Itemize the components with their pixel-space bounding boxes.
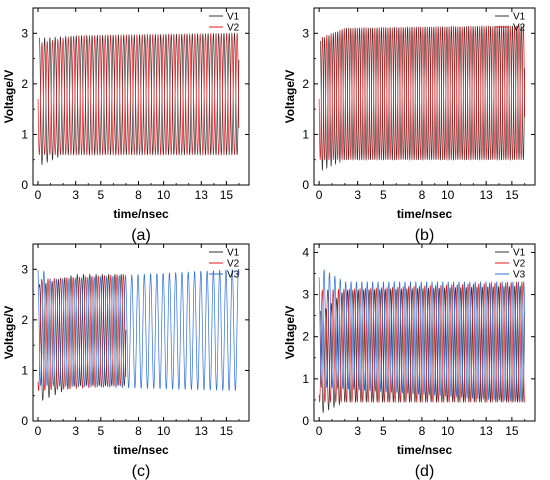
x-tick-label: 0 bbox=[316, 424, 323, 438]
x-tick-label: 10 bbox=[441, 424, 455, 438]
plot-frame bbox=[32, 243, 250, 422]
y-axis-title: Voltage/V bbox=[283, 306, 297, 360]
x-tick-label: 15 bbox=[220, 424, 234, 438]
y-tick-label: 2 bbox=[21, 313, 28, 327]
x-tick-label: 3 bbox=[354, 424, 361, 438]
x-tick-label: 0 bbox=[35, 188, 42, 202]
x-tick-label: 13 bbox=[195, 188, 209, 202]
legend-label-v2: V2 bbox=[513, 259, 526, 270]
x-tick-label: 5 bbox=[97, 424, 104, 438]
x-tick-label: 15 bbox=[505, 188, 519, 202]
legend-label-v3: V3 bbox=[227, 270, 240, 281]
y-tick-label: 2 bbox=[21, 77, 28, 91]
legend-label-v2: V2 bbox=[513, 23, 526, 34]
y-tick-label: 0 bbox=[21, 414, 28, 428]
legend-label-v1: V1 bbox=[513, 248, 526, 259]
x-tick-label: 0 bbox=[35, 424, 42, 438]
series-line-v2 bbox=[37, 274, 127, 392]
legend-label-v1: V1 bbox=[513, 12, 526, 23]
x-axis-title: time/nsec bbox=[113, 207, 169, 221]
x-tick-label: 13 bbox=[479, 424, 493, 438]
y-tick-label: 1 bbox=[21, 363, 28, 377]
y-tick-label: 1 bbox=[302, 127, 309, 141]
y-tick-label: 4 bbox=[302, 245, 309, 259]
x-axis-title: time/nsec bbox=[397, 207, 453, 221]
x-tick-label: 13 bbox=[195, 424, 209, 438]
x-tick-label: 10 bbox=[441, 188, 455, 202]
panel-label: (c) bbox=[132, 463, 151, 480]
x-tick-label: 15 bbox=[220, 188, 234, 202]
x-tick-label: 3 bbox=[72, 424, 79, 438]
panel-label: (a) bbox=[131, 227, 151, 244]
x-tick-label: 8 bbox=[419, 424, 426, 438]
x-tick-label: 10 bbox=[157, 188, 171, 202]
y-axis-title: Voltage/V bbox=[2, 306, 16, 360]
y-tick-label: 3 bbox=[302, 288, 309, 302]
series-line-v2 bbox=[318, 24, 526, 161]
y-tick-label: 1 bbox=[21, 127, 28, 141]
legend-label-v1: V1 bbox=[227, 12, 240, 23]
x-axis-title: time/nsec bbox=[113, 443, 169, 457]
x-axis-title: time/nsec bbox=[397, 443, 453, 457]
x-tick-label: 3 bbox=[354, 188, 361, 202]
y-tick-label: 0 bbox=[302, 178, 309, 192]
series-line-v3 bbox=[37, 268, 240, 392]
x-tick-label: 8 bbox=[135, 188, 142, 202]
y-tick-label: 2 bbox=[302, 330, 309, 344]
x-tick-label: 5 bbox=[380, 424, 387, 438]
y-axis-title: Voltage/V bbox=[283, 70, 297, 124]
y-tick-label: 3 bbox=[21, 26, 28, 40]
y-axis-title: Voltage/V bbox=[2, 70, 16, 124]
legend-label-v2: V2 bbox=[227, 23, 240, 34]
legend-label-v3: V3 bbox=[513, 270, 526, 281]
y-tick-label: 1 bbox=[302, 372, 309, 386]
series-line-v1 bbox=[38, 32, 240, 166]
x-tick-label: 15 bbox=[505, 424, 519, 438]
x-tick-label: 5 bbox=[97, 188, 104, 202]
panel-label: (d) bbox=[415, 463, 435, 480]
y-tick-label: 3 bbox=[302, 26, 309, 40]
chart-panel-3: 0 3 5 8 10 13 15 0 1 2 3 time/nsec Voltage/V (c) V1V2V… bbox=[2, 243, 250, 480]
series-line-v3 bbox=[318, 268, 526, 403]
chart-panel-4: 0 3 5 8 10 13 15 0 1 2 3 4 time/nsec Voltage/V (d) V1V2… bbox=[283, 243, 536, 480]
legend-label-v1: V1 bbox=[227, 248, 240, 259]
y-tick-label: 2 bbox=[302, 77, 309, 91]
plot-frame bbox=[313, 243, 536, 422]
legend-label-v2: V2 bbox=[227, 259, 240, 270]
y-tick-label: 3 bbox=[21, 262, 28, 276]
x-tick-label: 13 bbox=[479, 188, 493, 202]
y-tick-label: 0 bbox=[302, 414, 309, 428]
panel-label: (b) bbox=[415, 227, 435, 244]
plot-frame bbox=[32, 7, 250, 186]
x-tick-label: 10 bbox=[157, 424, 171, 438]
plot-frame bbox=[313, 7, 536, 186]
x-tick-label: 0 bbox=[316, 188, 323, 202]
x-tick-label: 8 bbox=[135, 424, 142, 438]
x-tick-label: 8 bbox=[419, 188, 426, 202]
x-tick-label: 5 bbox=[380, 188, 387, 202]
series-line-v1 bbox=[320, 24, 526, 172]
series-line-v2 bbox=[37, 32, 240, 156]
y-tick-label: 0 bbox=[21, 178, 28, 192]
x-tick-label: 3 bbox=[72, 188, 79, 202]
